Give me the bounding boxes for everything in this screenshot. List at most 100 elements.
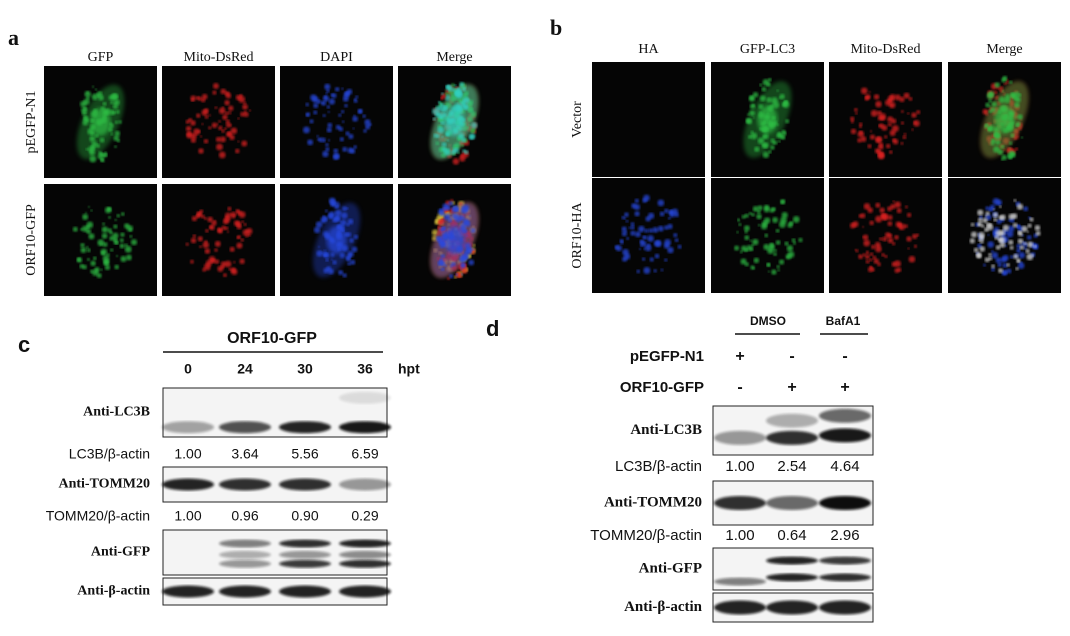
- micrograph: [711, 178, 824, 293]
- blot-label: Anti-LC3B: [630, 422, 702, 438]
- speckle: [100, 248, 108, 256]
- speckle: [216, 143, 223, 151]
- speckle: [1021, 225, 1028, 232]
- band: [766, 496, 818, 510]
- speckle: [352, 127, 355, 130]
- speckle: [110, 132, 114, 136]
- speckle: [1017, 262, 1025, 270]
- band: [279, 550, 331, 559]
- speckle: [748, 211, 752, 216]
- speckle: [90, 260, 96, 267]
- speckle: [664, 258, 668, 262]
- speckle: [333, 148, 339, 154]
- speckle: [230, 127, 238, 135]
- speckle: [322, 219, 325, 222]
- speckle: [1018, 251, 1026, 259]
- speckle: [108, 207, 111, 211]
- speckle: [1007, 225, 1015, 232]
- speckle: [984, 227, 989, 232]
- speckle: [237, 140, 240, 143]
- speckle: [461, 273, 464, 276]
- speckle: [784, 241, 789, 246]
- speckle: [229, 246, 235, 252]
- speckle: [241, 140, 248, 147]
- speckle: [1023, 206, 1029, 212]
- speckle: [995, 245, 1001, 250]
- speckle: [864, 93, 871, 100]
- speckle: [201, 93, 208, 100]
- speckle: [331, 93, 337, 99]
- speckle: [342, 146, 348, 152]
- speckle: [987, 127, 993, 133]
- speckle: [664, 208, 669, 214]
- speckle: [738, 223, 742, 227]
- speckle: [998, 268, 1004, 274]
- speckle: [872, 255, 877, 260]
- speckle: [889, 101, 896, 109]
- speckle: [778, 140, 781, 143]
- speckle: [887, 237, 894, 244]
- ratio-value: 0.96: [231, 508, 258, 524]
- speckle: [213, 219, 216, 223]
- speckle: [775, 240, 781, 245]
- speckle: [313, 102, 319, 109]
- speckle: [460, 263, 466, 269]
- speckle: [459, 81, 465, 88]
- speckle: [342, 206, 347, 212]
- speckle: [897, 267, 902, 272]
- panel-label: b: [550, 15, 562, 40]
- speckle: [317, 245, 320, 248]
- blot: [162, 529, 391, 576]
- speckle: [775, 228, 780, 233]
- speckle: [323, 95, 328, 99]
- speckle: [1034, 225, 1041, 231]
- band: [279, 559, 331, 568]
- speckle: [199, 135, 203, 138]
- speckle: [437, 100, 441, 104]
- speckle: [129, 234, 133, 238]
- band: [219, 421, 271, 434]
- speckle: [615, 245, 622, 252]
- speckle: [226, 230, 230, 233]
- speckle: [212, 90, 217, 95]
- speckle: [353, 234, 359, 240]
- speckle: [756, 209, 761, 214]
- speckle: [994, 82, 1000, 88]
- speckle: [458, 133, 465, 140]
- speckle: [1002, 262, 1008, 268]
- speckle: [1008, 239, 1014, 245]
- speckle: [996, 199, 1003, 206]
- speckle: [464, 220, 471, 227]
- speckle: [228, 111, 232, 115]
- speckle: [887, 122, 892, 127]
- lane-label: 24: [237, 361, 253, 377]
- band: [219, 585, 271, 598]
- speckle: [233, 260, 236, 264]
- speckle: [767, 247, 774, 254]
- speckle: [859, 130, 863, 135]
- speckle: [72, 226, 78, 232]
- speckle: [327, 110, 330, 114]
- speckle: [988, 256, 993, 261]
- speckle: [781, 212, 788, 219]
- speckle: [1008, 213, 1015, 220]
- speckle: [789, 220, 794, 226]
- ratio-value: 1.00: [174, 446, 201, 462]
- speckle: [630, 222, 635, 227]
- speckle: [462, 97, 470, 104]
- speckle: [246, 228, 253, 235]
- speckle: [339, 252, 345, 259]
- speckle: [190, 259, 194, 264]
- speckle: [1008, 80, 1013, 84]
- speckle: [1027, 241, 1034, 248]
- panel-label: d: [486, 316, 499, 341]
- micrograph: [711, 62, 824, 177]
- speckle: [113, 135, 120, 142]
- speckle: [470, 228, 476, 233]
- speckle: [334, 215, 341, 222]
- unit-label: hpt: [398, 361, 420, 377]
- speckle: [224, 99, 230, 106]
- speckle: [247, 233, 251, 237]
- speckle: [186, 131, 192, 137]
- speckle: [102, 242, 108, 247]
